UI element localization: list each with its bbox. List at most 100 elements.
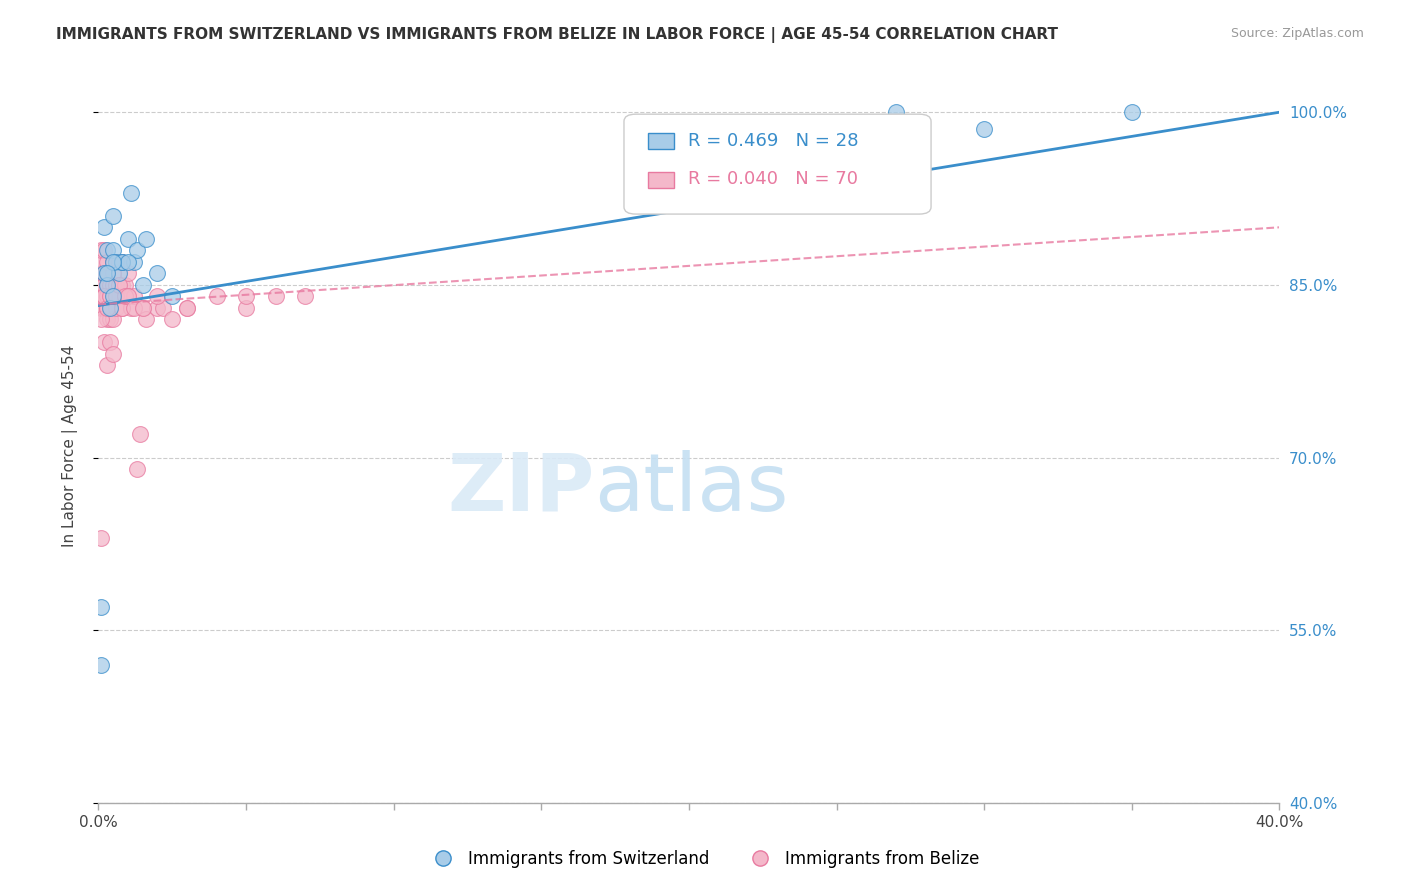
Point (96, 244, 118, 258)
Point (98, 277, 121, 292)
Point (90, 289, 112, 303)
Text: Source: ZipAtlas.com: Source: ZipAtlas.com (1230, 27, 1364, 40)
Point (162, 312, 183, 326)
Point (93, 289, 115, 303)
Point (96, 277, 118, 292)
Point (122, 255, 145, 269)
Point (111, 255, 134, 269)
Point (264, 289, 287, 303)
Text: IMMIGRANTS FROM SWITZERLAND VS IMMIGRANTS FROM BELIZE IN LABOR FORCE | AGE 45-54: IMMIGRANTS FROM SWITZERLAND VS IMMIGRANT… (56, 27, 1059, 43)
Point (120, 301, 142, 315)
Point (162, 289, 183, 303)
Point (90, 531, 112, 545)
Point (135, 232, 157, 246)
Point (132, 301, 155, 315)
Point (90, 244, 112, 258)
Point (117, 255, 139, 269)
Text: R = 0.040   N = 70: R = 0.040 N = 70 (688, 170, 858, 188)
FancyBboxPatch shape (648, 134, 673, 149)
Point (103, 277, 125, 292)
Point (96, 255, 118, 269)
Point (111, 301, 134, 315)
Point (120, 186, 142, 200)
Point (884, 105, 907, 120)
Point (176, 301, 198, 315)
Point (125, 244, 148, 258)
Point (108, 277, 131, 292)
FancyBboxPatch shape (624, 114, 931, 214)
Point (105, 301, 128, 315)
Point (128, 427, 150, 442)
Point (122, 301, 145, 315)
Point (93, 244, 115, 258)
Point (111, 301, 134, 315)
Point (96, 312, 118, 326)
Point (98, 301, 121, 315)
Point (90, 266, 112, 280)
Point (294, 289, 316, 303)
Point (98, 289, 121, 303)
Point (117, 289, 139, 303)
Point (103, 244, 125, 258)
Point (1121, 105, 1143, 120)
Point (108, 289, 131, 303)
Point (93, 277, 115, 292)
Point (103, 266, 125, 280)
Point (103, 289, 125, 303)
Point (90, 301, 112, 315)
Point (98, 301, 121, 315)
Point (93, 289, 115, 303)
Point (132, 277, 155, 292)
Point (103, 312, 125, 326)
Legend: Immigrants from Switzerland, Immigrants from Belize: Immigrants from Switzerland, Immigrants … (420, 844, 986, 875)
Point (152, 301, 174, 315)
Point (96, 301, 118, 315)
Point (93, 335, 115, 350)
FancyBboxPatch shape (648, 172, 673, 187)
Point (105, 255, 128, 269)
Point (235, 289, 257, 303)
Point (205, 289, 228, 303)
Point (93, 301, 115, 315)
Point (98, 289, 121, 303)
Text: R = 0.469   N = 28: R = 0.469 N = 28 (688, 132, 858, 150)
Point (146, 301, 169, 315)
Point (114, 277, 136, 292)
Point (105, 277, 128, 292)
Point (117, 289, 139, 303)
Point (132, 301, 155, 315)
Point (93, 220, 115, 235)
Point (117, 232, 139, 246)
Point (96, 266, 118, 280)
Point (103, 255, 125, 269)
Point (146, 266, 169, 280)
Text: ZIP: ZIP (447, 450, 595, 528)
Point (111, 255, 134, 269)
Text: atlas: atlas (595, 450, 789, 528)
Point (90, 600, 112, 615)
Point (96, 289, 118, 303)
Point (108, 255, 131, 269)
Point (103, 255, 125, 269)
Point (103, 209, 125, 223)
Point (98, 312, 121, 326)
Point (105, 255, 128, 269)
Point (96, 301, 118, 315)
Point (90, 255, 112, 269)
Point (90, 277, 112, 292)
Point (114, 289, 136, 303)
Point (96, 359, 118, 373)
Point (111, 255, 134, 269)
Point (96, 277, 118, 292)
Point (90, 312, 112, 326)
Point (96, 266, 118, 280)
Point (122, 289, 145, 303)
Point (111, 277, 134, 292)
Point (973, 122, 995, 136)
Point (135, 312, 157, 326)
Point (93, 266, 115, 280)
Point (235, 301, 257, 315)
Point (103, 289, 125, 303)
Point (90, 657, 112, 672)
Point (176, 301, 198, 315)
